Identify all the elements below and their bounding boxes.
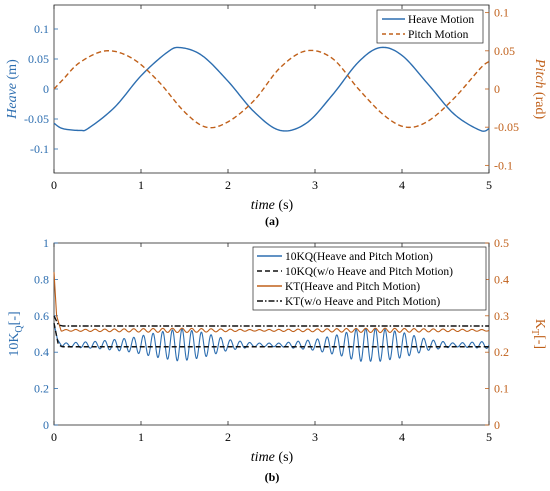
y-left-tick-label: 0.4 — [34, 345, 49, 359]
series-line-heave-motion — [53, 46, 490, 132]
y-axis-left-ticks: -0.1 -0.05 0 0.05 0.1 — [24, 22, 58, 156]
y-axis-left-label: 10KQ[-] — [7, 311, 25, 356]
series-line-pitch-motion — [53, 49, 490, 129]
y-left-tick-label: 0 — [43, 82, 49, 96]
x-tick-label: 3 — [312, 430, 318, 444]
y-left-tick-label: 0 — [43, 418, 49, 432]
y-left-tick-label: 1 — [43, 236, 49, 250]
x-tick-label: 1 — [138, 430, 144, 444]
x-axis-label: time (s) — [251, 198, 294, 213]
legend: Heave Motion Pitch Motion — [376, 9, 484, 44]
series-line-kt-heave-and-pitch-motion — [53, 272, 490, 334]
x-tick-label: 4 — [399, 430, 405, 444]
panel-label-a: (a) — [265, 214, 279, 228]
y-axis-left-label: Heave (m) — [5, 59, 20, 120]
panel-label-b: (b) — [265, 470, 280, 484]
x-tick-label: 4 — [399, 178, 405, 192]
x-tick-label: 5 — [486, 178, 492, 192]
x-tick-label: 2 — [225, 430, 231, 444]
legend-label-kt-no-motion: KT(w/o Heave and Pitch Motion) — [285, 296, 440, 308]
x-axis-ticks: 0 1 2 3 4 5 — [51, 5, 492, 192]
series-line-kt-w-o-heave-and-pitch-motion — [53, 315, 489, 327]
y-right-tick-label: -0.05 — [494, 120, 519, 134]
y-left-tick-label: 0.2 — [34, 382, 49, 396]
y-right-tick-label: 0.3 — [494, 309, 509, 323]
data-series — [53, 272, 490, 362]
y-right-tick-label: 0.1 — [494, 6, 509, 20]
legend-box — [376, 9, 484, 44]
y-left-tick-label: 0.05 — [28, 52, 49, 66]
y-right-tick-label: 0.4 — [494, 272, 509, 286]
data-series — [53, 46, 490, 132]
x-tick-label: 0 — [51, 430, 57, 444]
x-tick-label: 0 — [51, 178, 57, 192]
legend: 10KQ(Heave and Pitch Motion) 10KQ(w/o He… — [252, 246, 487, 311]
x-axis-ticks: 0 1 2 3 4 5 — [51, 243, 492, 444]
legend-label-pitch-motion: Pitch Motion — [408, 29, 469, 41]
x-tick-label: 5 — [486, 430, 492, 444]
y-right-tick-label: 0.5 — [494, 236, 509, 250]
legend-label-10kq-motion: 10KQ(Heave and Pitch Motion) — [285, 251, 433, 263]
series-line-10kq-heave-and-pitch-motion — [53, 322, 490, 362]
y-axis-right-ticks: 0 0.1 0.2 0.3 0.4 0.5 — [485, 236, 509, 432]
y-right-tick-label: 0.2 — [494, 345, 509, 359]
y-left-tick-label: -0.05 — [24, 112, 49, 126]
y-right-tick-label: 0 — [494, 418, 500, 432]
y-left-tick-label: 0.8 — [34, 272, 49, 286]
y-axis-right-label: Pitch (rad) — [532, 58, 547, 120]
y-right-tick-label: -0.1 — [494, 158, 513, 172]
x-tick-label: 1 — [138, 178, 144, 192]
x-tick-label: 3 — [312, 178, 318, 192]
y-left-tick-label: 0.1 — [34, 22, 49, 36]
y-right-tick-label: 0 — [494, 82, 500, 96]
torque-thrust-chart: 0 1 2 3 4 5 0 0.2 0.4 0.6 0.8 1 0 0.1 0.2 0.3 0.4 0.5 t… — [7, 236, 547, 484]
legend-label-10kq-no-motion: 10KQ(w/o Heave and Pitch Motion) — [285, 266, 453, 278]
y-axis-right-ticks: -0.1 -0.05 0 0.05 0.1 — [485, 6, 519, 172]
legend-label-kt-motion: KT(Heave and Pitch Motion) — [285, 281, 420, 293]
y-axis-right-label: KT[-] — [529, 319, 547, 349]
y-axis-left-ticks: 0 0.2 0.4 0.6 0.8 1 — [34, 236, 58, 432]
legend-label-heave-motion: Heave Motion — [408, 14, 474, 26]
x-axis-label: time (s) — [251, 450, 294, 465]
y-left-tick-label: 0.6 — [34, 309, 49, 323]
y-right-tick-label: 0.1 — [494, 382, 509, 396]
y-left-tick-label: -0.1 — [30, 142, 49, 156]
y-right-tick-label: 0.05 — [494, 44, 515, 58]
legend-box — [252, 246, 487, 311]
x-tick-label: 2 — [225, 178, 231, 192]
series-line-10kq-w-o-heave-and-pitch-motion — [53, 322, 489, 348]
